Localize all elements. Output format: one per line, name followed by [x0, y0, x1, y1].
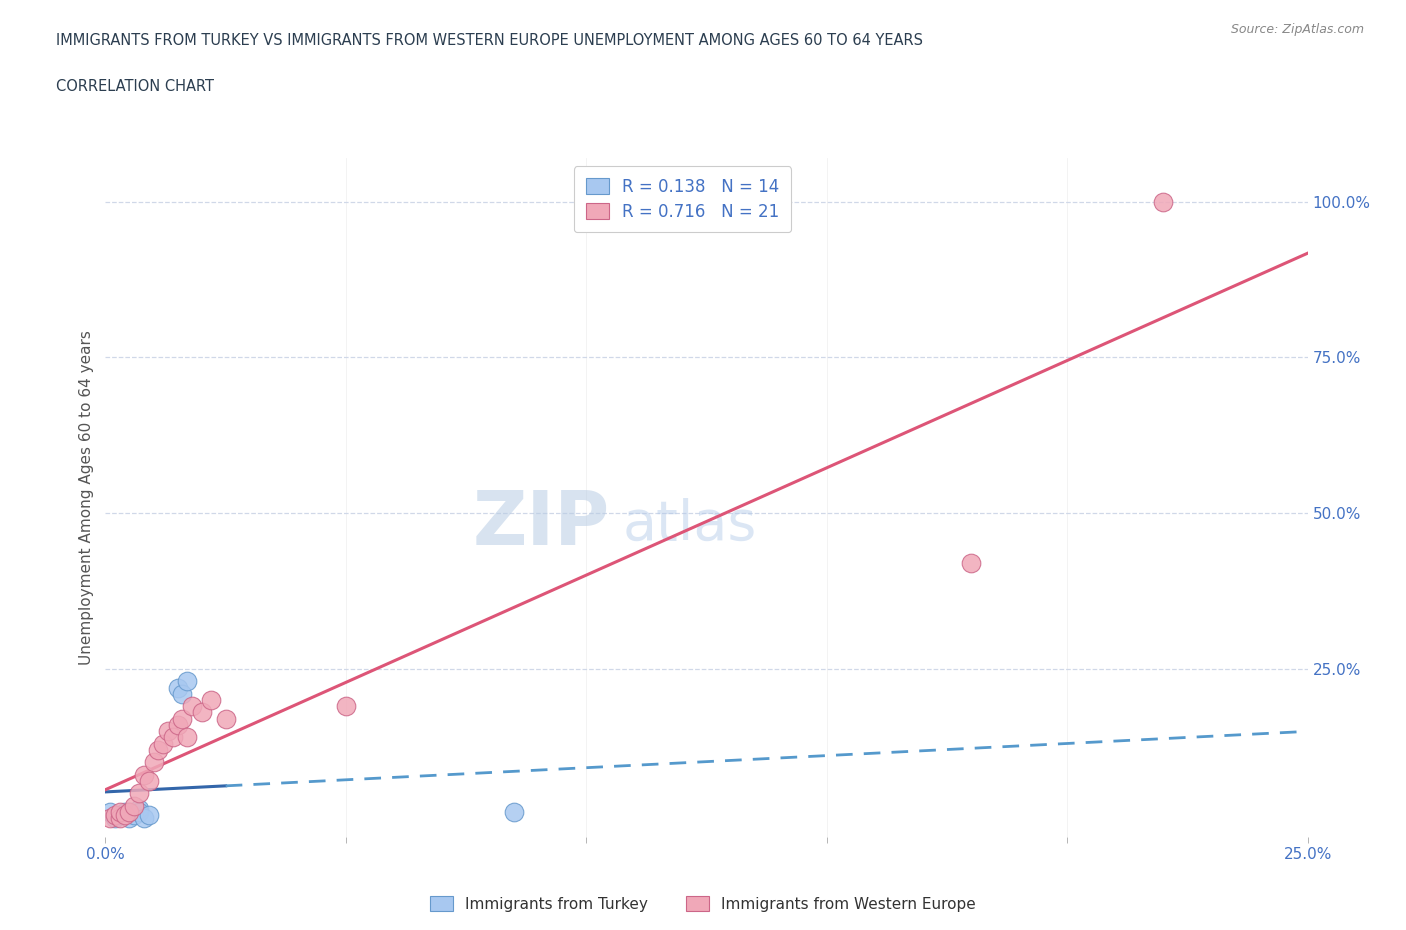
Point — [118, 804, 141, 819]
Point — [108, 808, 131, 823]
Point — [162, 730, 184, 745]
Point — [166, 680, 188, 695]
Point — [128, 786, 150, 801]
Point — [181, 698, 204, 713]
Point — [98, 804, 121, 819]
Legend: Immigrants from Turkey, Immigrants from Western Europe: Immigrants from Turkey, Immigrants from … — [423, 890, 983, 918]
Point — [960, 555, 983, 570]
Point — [132, 767, 155, 782]
Point — [138, 774, 160, 789]
Text: atlas: atlas — [623, 498, 756, 551]
Point — [214, 711, 236, 726]
Point — [200, 693, 222, 708]
Point — [114, 808, 136, 823]
Point — [156, 724, 179, 738]
Point — [1152, 194, 1174, 209]
Text: CORRELATION CHART: CORRELATION CHART — [56, 79, 214, 94]
Point — [104, 808, 127, 823]
Point — [114, 804, 136, 819]
Point — [148, 742, 170, 757]
Point — [176, 674, 198, 689]
Point — [166, 717, 188, 732]
Point — [124, 799, 146, 814]
Text: Source: ZipAtlas.com: Source: ZipAtlas.com — [1230, 23, 1364, 36]
Point — [190, 705, 212, 720]
Point — [104, 811, 127, 826]
Point — [152, 737, 174, 751]
Point — [98, 811, 121, 826]
Legend: R = 0.138   N = 14, R = 0.716   N = 21: R = 0.138 N = 14, R = 0.716 N = 21 — [574, 166, 792, 232]
Point — [108, 804, 131, 819]
Point — [176, 730, 198, 745]
Point — [335, 698, 357, 713]
Point — [118, 811, 141, 826]
Point — [108, 811, 131, 826]
Point — [118, 804, 141, 819]
Text: IMMIGRANTS FROM TURKEY VS IMMIGRANTS FROM WESTERN EUROPE UNEMPLOYMENT AMONG AGES: IMMIGRANTS FROM TURKEY VS IMMIGRANTS FRO… — [56, 33, 924, 47]
Point — [172, 686, 194, 701]
Y-axis label: Unemployment Among Ages 60 to 64 years: Unemployment Among Ages 60 to 64 years — [79, 330, 94, 665]
Point — [503, 804, 526, 819]
Point — [142, 755, 165, 770]
Point — [124, 808, 146, 823]
Point — [128, 802, 150, 817]
Point — [172, 711, 194, 726]
Point — [132, 811, 155, 826]
Text: ZIP: ZIP — [472, 488, 610, 561]
Point — [128, 804, 150, 819]
Point — [138, 808, 160, 823]
